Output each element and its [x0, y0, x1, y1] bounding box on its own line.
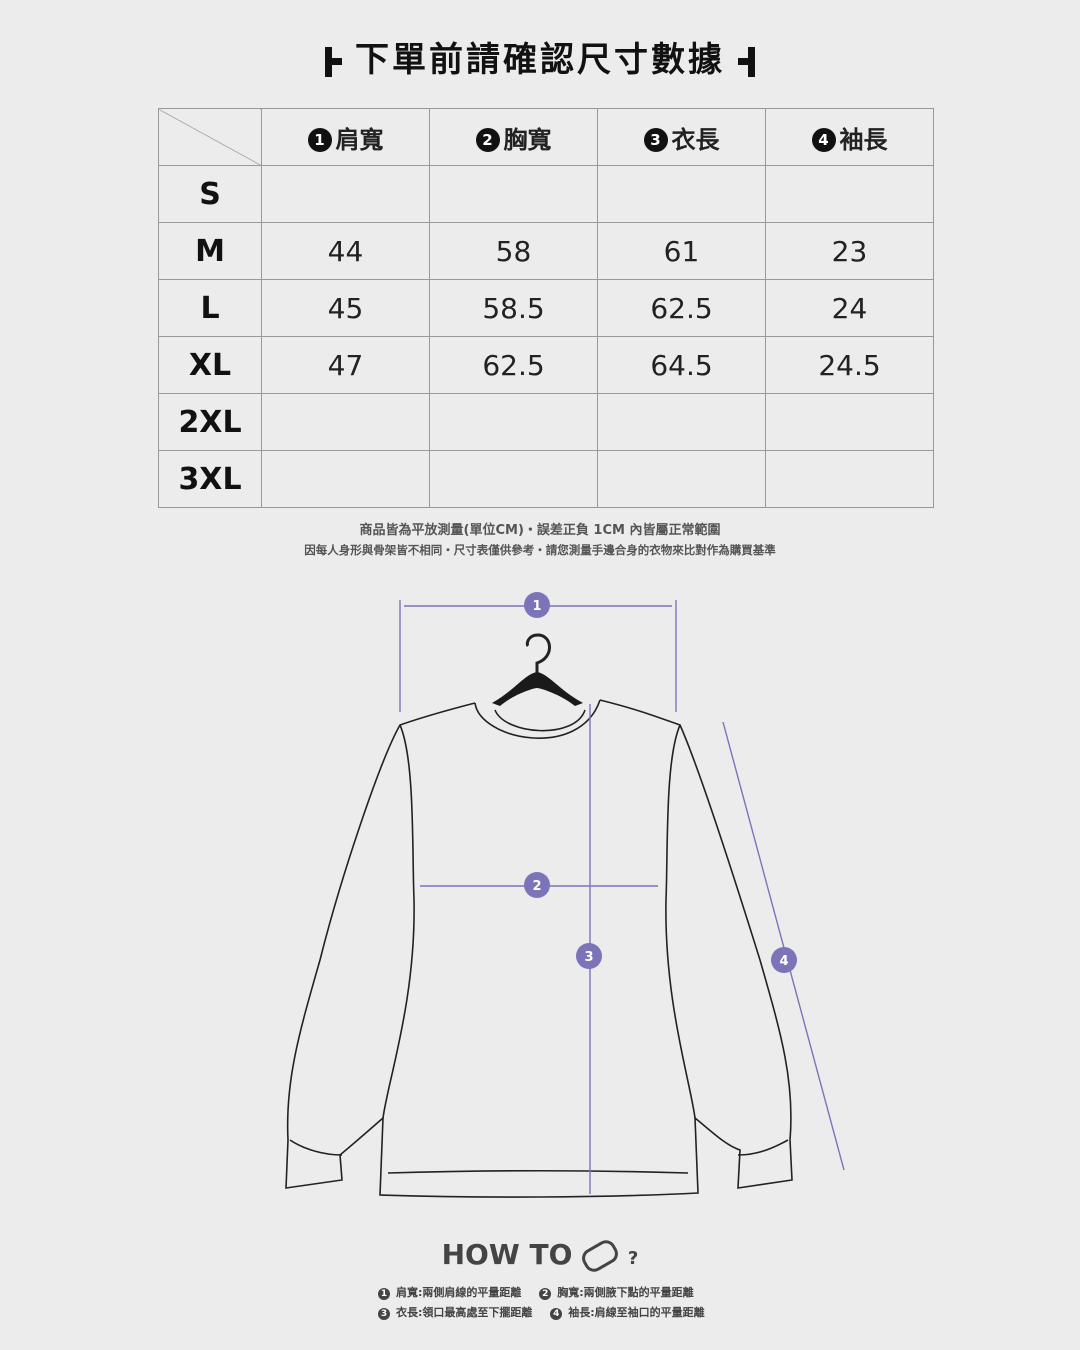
measurement-cell	[261, 393, 430, 451]
measurement-cell	[765, 165, 934, 223]
note-line-1: 商品皆為平放測量(單位CM)・誤差正負 1CM 內皆屬正常範圍	[359, 523, 721, 538]
measurement-cell: 24.5	[765, 336, 934, 394]
table-row: XL 47 62.5 64.5 24.5	[158, 336, 934, 394]
measurement-cell: 64.5	[597, 336, 766, 394]
header-sleeve: 4 袖長	[765, 108, 934, 166]
measurement-cell: 45	[261, 279, 430, 337]
page-title: 下單前請確認尺寸數據	[0, 32, 1080, 81]
table-row: L 45 58.5 62.5 24	[158, 279, 934, 337]
measurement-cell: 62.5	[597, 279, 766, 337]
measurement-cell	[597, 165, 766, 223]
hanger-icon	[492, 633, 583, 706]
bracket-right-icon	[737, 46, 755, 77]
size-label: M	[158, 222, 262, 280]
measurement-cell	[597, 393, 766, 451]
measure-markers	[524, 592, 797, 973]
legend-row-2: 3 衣長:領口最高處至下擺距離 4 袖長:肩線至袖口的平量距離	[378, 1304, 705, 1320]
measurement-cell: 23	[765, 222, 934, 280]
corner-cell	[158, 108, 262, 166]
measurement-cell: 58.5	[429, 279, 598, 337]
measurement-cell	[765, 393, 934, 451]
size-table: 1 肩寬 2 胸寬 3 衣長 4 袖長 S M 44 58 61 23 L 45 58.5 62.5 24 X…	[158, 108, 934, 508]
size-label: 3XL	[158, 450, 262, 508]
measurement-cell: 24	[765, 279, 934, 337]
measurement-cell: 47	[261, 336, 430, 394]
marker-3: 3	[584, 950, 593, 965]
table-row: 2XL	[158, 393, 934, 451]
marker-4: 4	[779, 954, 788, 969]
tape-measure-icon	[578, 1236, 622, 1276]
table-row: M 44 58 61 23	[158, 222, 934, 280]
measurement-cell	[429, 165, 598, 223]
shirt-outline	[285, 699, 793, 1198]
measurement-cell	[765, 450, 934, 508]
measurement-cell: 44	[261, 222, 430, 280]
table-row: S	[158, 165, 934, 223]
measurement-cell: 58	[429, 222, 598, 280]
header-length: 3 衣長	[597, 108, 766, 166]
size-label: XL	[158, 336, 262, 394]
note-line-2: 因每人身形與骨架皆不相同・尺寸表僅供參考・請您測量手邊合身的衣物來比對作為購買基…	[304, 543, 776, 557]
measurement-cell: 62.5	[429, 336, 598, 394]
measurement-cell	[261, 450, 430, 508]
marker-2: 2	[532, 879, 541, 894]
size-label: 2XL	[158, 393, 262, 451]
size-label: S	[158, 165, 262, 223]
marker-1: 1	[532, 599, 541, 614]
size-label: L	[158, 279, 262, 337]
bracket-left-icon	[325, 46, 343, 77]
measurement-cell	[597, 450, 766, 508]
table-row: 3XL	[158, 450, 934, 508]
legend-row-1: 1 肩寬:兩側肩線的平量距離 2 胸寬:兩側腋下點的平量距離	[378, 1284, 694, 1300]
how-to-heading: HOW TO ?	[0, 1236, 1080, 1276]
measure-lines	[399, 600, 845, 1194]
measurement-cell	[429, 450, 598, 508]
